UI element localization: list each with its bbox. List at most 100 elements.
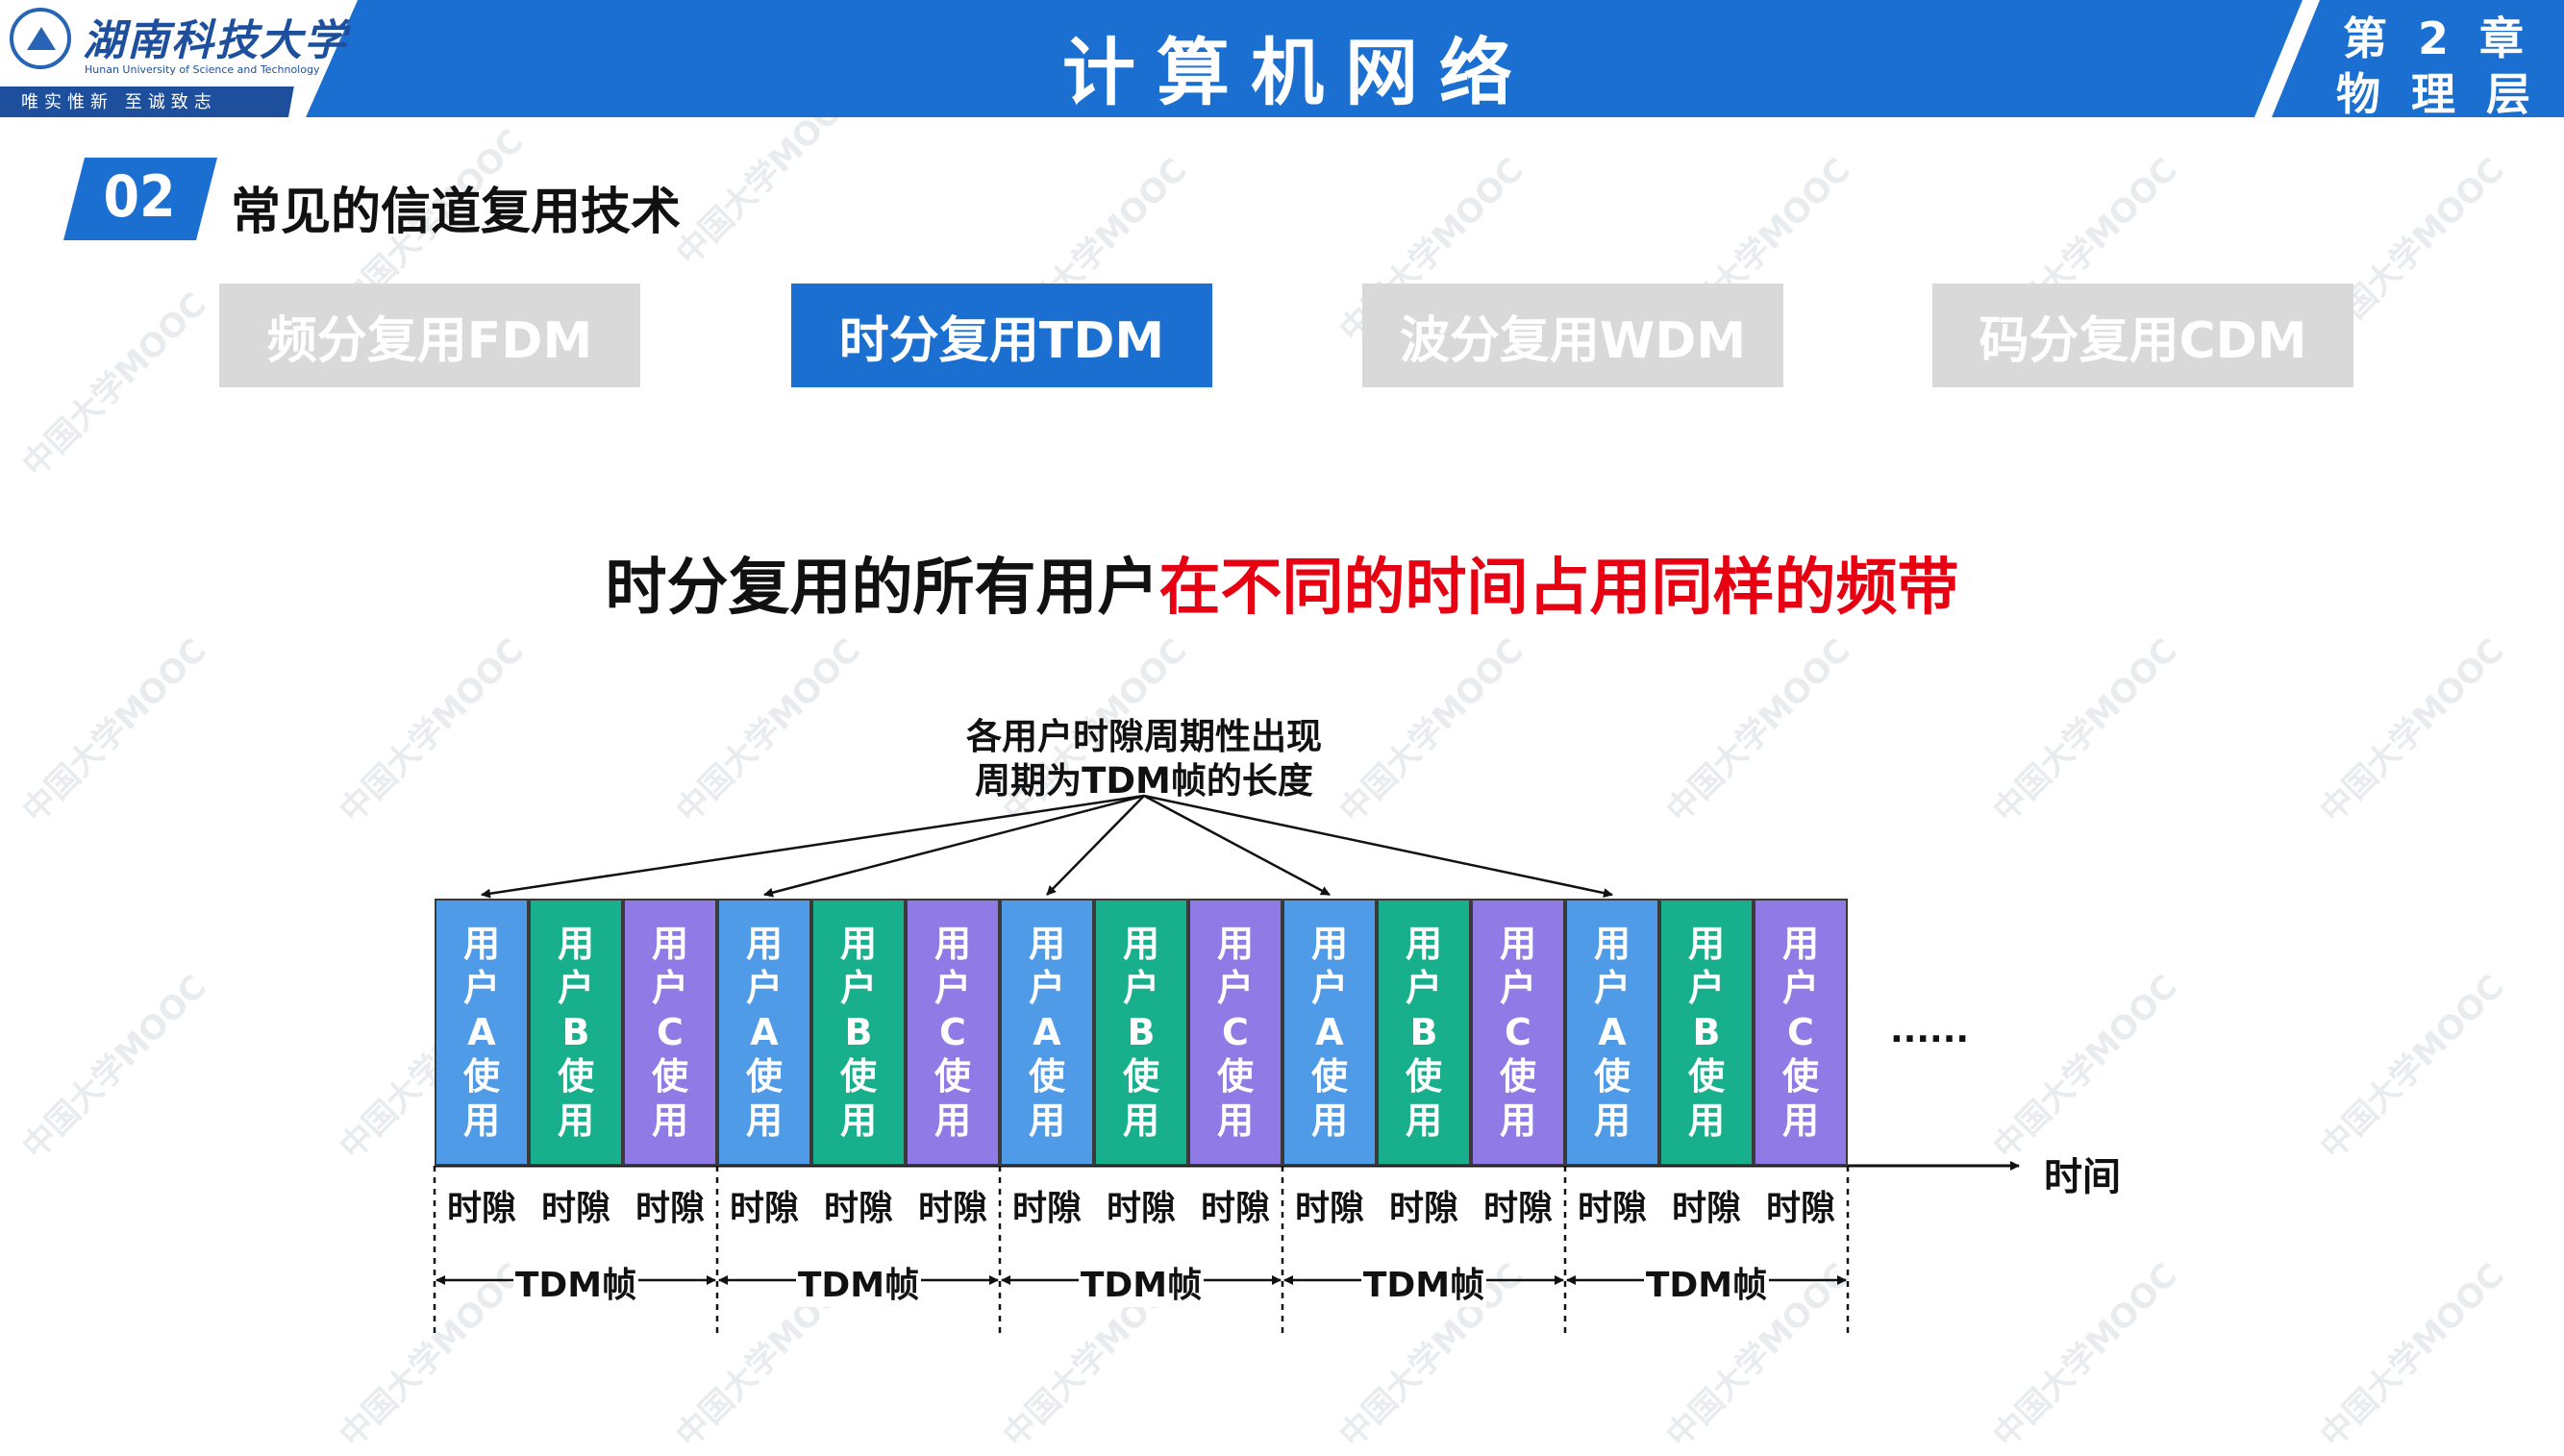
slot-text: 使 bbox=[1499, 1055, 1536, 1098]
slot-text: 用 bbox=[1028, 923, 1065, 965]
slot-text: 户 bbox=[1499, 967, 1536, 1009]
slot-text: B bbox=[561, 1011, 590, 1053]
slot-text: 用 bbox=[839, 923, 877, 965]
slot-text: A bbox=[467, 1011, 496, 1053]
slot-text: 用 bbox=[1687, 923, 1725, 965]
slot-text: 户 bbox=[557, 967, 594, 1009]
slot-text: C bbox=[1787, 1011, 1814, 1053]
slot-text: 使 bbox=[1405, 1055, 1442, 1098]
headline: 时分复用的所有用户在不同的时间占用同样的频带 bbox=[0, 538, 2564, 627]
tdm-frame-label: TDM帧 bbox=[1079, 1257, 1204, 1307]
slot-text: 用 bbox=[1499, 923, 1536, 965]
slot-text: 用 bbox=[557, 923, 594, 965]
slot-text: 户 bbox=[1405, 967, 1442, 1009]
slot-text: 户 bbox=[462, 967, 500, 1009]
tab-cdm[interactable]: 码分复用CDM bbox=[1932, 284, 2353, 387]
slot-text: 用 bbox=[745, 923, 783, 965]
slot-text: 用 bbox=[557, 1099, 594, 1142]
slot-label: 时隙 bbox=[1482, 1189, 1553, 1228]
slot-text: 户 bbox=[839, 967, 877, 1009]
slot-text: A bbox=[1598, 1011, 1627, 1053]
university-motto: 唯实惟新 至诚致志 bbox=[21, 92, 217, 112]
slot-text: 用 bbox=[651, 1099, 688, 1142]
time-axis-label: 时间 bbox=[2044, 1155, 2121, 1199]
slot-text: 户 bbox=[1593, 967, 1631, 1009]
slot-text: 用 bbox=[1687, 1099, 1725, 1142]
slot-text: C bbox=[1222, 1011, 1249, 1053]
university-logo bbox=[10, 8, 71, 69]
slot-text: 用 bbox=[745, 1099, 783, 1142]
slot-label: 时隙 bbox=[540, 1189, 610, 1228]
slot-text: 户 bbox=[933, 967, 971, 1009]
slot-text: 用 bbox=[1122, 923, 1159, 965]
tab-wdm[interactable]: 波分复用WDM bbox=[1362, 284, 1783, 387]
slot-text: 户 bbox=[651, 967, 688, 1009]
slot-label: 时隙 bbox=[446, 1189, 516, 1228]
annotation-line2: 周期为TDM帧的长度 bbox=[975, 760, 1313, 802]
slot-text: 户 bbox=[745, 967, 783, 1009]
slot-label: 时隙 bbox=[1294, 1189, 1364, 1228]
slot-text: 用 bbox=[1405, 1099, 1442, 1142]
section-number-badge bbox=[63, 158, 217, 240]
slot-text: 用 bbox=[933, 923, 971, 965]
tdm-frame-label: TDM帧 bbox=[1644, 1257, 1769, 1307]
period-arrow bbox=[481, 794, 1145, 899]
tab-fdm[interactable]: 频分复用FDM bbox=[219, 284, 640, 387]
slot-text: A bbox=[1315, 1011, 1344, 1053]
slot-text: C bbox=[939, 1011, 966, 1053]
period-arrow bbox=[763, 794, 1145, 898]
annotation-line1: 各用户时隙周期性出现 bbox=[966, 716, 1322, 757]
slot-text: 用 bbox=[1028, 1099, 1065, 1142]
tdm-frame-label: TDM帧 bbox=[513, 1257, 638, 1307]
slot-text: B bbox=[1409, 1011, 1438, 1053]
chapter-number: 第 2 章 bbox=[2342, 12, 2532, 64]
slot-text: 用 bbox=[462, 923, 500, 965]
slot-text: 用 bbox=[1593, 1099, 1631, 1142]
slot-text: 户 bbox=[1781, 967, 1819, 1009]
slot-text: 用 bbox=[1310, 923, 1348, 965]
slot-text: 户 bbox=[1028, 967, 1065, 1009]
slot-text: 用 bbox=[933, 1099, 971, 1142]
period-arrow bbox=[1143, 794, 1613, 899]
slot-label: 时隙 bbox=[1765, 1189, 1835, 1228]
slot-text: 使 bbox=[1687, 1055, 1725, 1098]
slot-text: 使 bbox=[1781, 1055, 1819, 1098]
slot-text: 用 bbox=[1781, 1099, 1819, 1142]
university-name: 湖南科技大学 bbox=[83, 16, 348, 65]
slot-text: B bbox=[844, 1011, 873, 1053]
slot-text: 用 bbox=[1781, 923, 1819, 965]
slot-text: 用 bbox=[1593, 923, 1631, 965]
slot-text: 用 bbox=[1310, 1099, 1348, 1142]
slot-label: 时隙 bbox=[917, 1189, 987, 1228]
section-number: 02 bbox=[103, 163, 176, 231]
slot-text: 使 bbox=[745, 1055, 783, 1098]
slot-text: 户 bbox=[1687, 967, 1725, 1009]
slot-text: 用 bbox=[1499, 1099, 1536, 1142]
slot-text: 户 bbox=[1216, 967, 1254, 1009]
slot-text: 使 bbox=[839, 1055, 877, 1098]
slot-text: 使 bbox=[1310, 1055, 1348, 1098]
course-title: 计算机网络 bbox=[1062, 30, 1533, 115]
slot-text: A bbox=[750, 1011, 779, 1053]
slot-label: 时隙 bbox=[1011, 1189, 1082, 1228]
slot-text: 使 bbox=[933, 1055, 971, 1098]
tdm-frame-label: TDM帧 bbox=[796, 1257, 921, 1307]
slot-label: 时隙 bbox=[635, 1189, 705, 1228]
tab-tdm[interactable]: 时分复用TDM bbox=[791, 284, 1212, 387]
continuation-ellipsis: ...... bbox=[1890, 1011, 1970, 1050]
slot-text: 使 bbox=[1593, 1055, 1631, 1098]
slot-text: 使 bbox=[1216, 1055, 1254, 1098]
slot-text: 用 bbox=[462, 1099, 500, 1142]
headline-part1: 时分复用的所有用户 bbox=[605, 553, 1159, 624]
slot-label: 时隙 bbox=[1388, 1189, 1458, 1228]
slot-text: 用 bbox=[1216, 923, 1254, 965]
university-name-en: Hunan University of Science and Technolo… bbox=[85, 63, 320, 76]
